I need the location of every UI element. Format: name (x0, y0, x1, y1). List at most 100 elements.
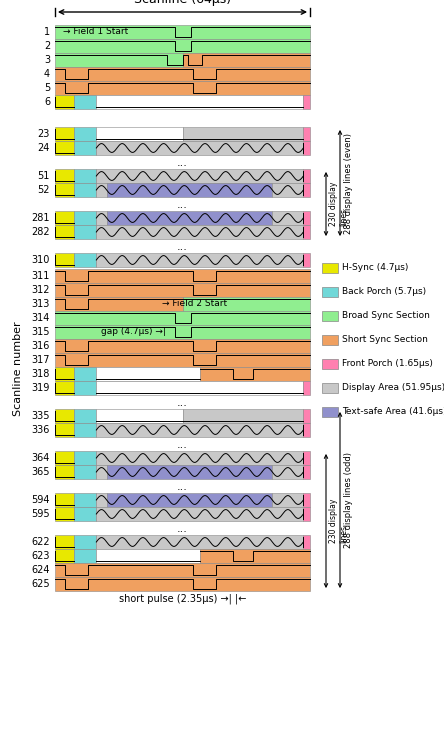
Bar (303, 183, 310, 197)
Bar (55, 67, 310, 81)
Bar (55, 493, 74, 507)
Text: 595: 595 (32, 509, 50, 519)
Text: 52: 52 (37, 185, 50, 195)
Bar (183, 409, 303, 423)
Bar (74, 451, 96, 465)
Bar (55, 297, 182, 311)
Bar (96, 493, 107, 507)
Text: H-Sync (4.7μs): H-Sync (4.7μs) (342, 263, 408, 272)
Text: 364: 364 (32, 453, 50, 463)
Bar (74, 409, 96, 423)
Bar (96, 211, 107, 225)
Text: 6: 6 (44, 97, 50, 107)
Text: 310: 310 (32, 255, 50, 265)
Bar (303, 141, 310, 155)
Bar (96, 451, 303, 465)
Text: 624: 624 (32, 565, 50, 575)
Bar (55, 81, 310, 95)
Text: 311: 311 (32, 271, 50, 281)
Bar (322, 335, 338, 345)
Bar (96, 169, 303, 183)
Text: Scanline number: Scanline number (13, 322, 23, 416)
Bar (55, 269, 310, 283)
Bar (107, 493, 272, 507)
Text: 623: 623 (32, 551, 50, 561)
Bar (303, 465, 310, 479)
Bar (96, 253, 303, 267)
Bar (96, 127, 183, 141)
Bar (96, 95, 303, 109)
Text: 594: 594 (32, 495, 50, 505)
Bar (96, 367, 200, 381)
Text: 1: 1 (44, 27, 50, 37)
Bar (74, 127, 96, 141)
Text: ...: ... (177, 482, 188, 492)
Bar (303, 95, 310, 109)
Text: 336: 336 (32, 425, 50, 435)
Bar (107, 465, 272, 479)
Text: 314: 314 (32, 313, 50, 323)
Text: 316: 316 (32, 341, 50, 351)
Text: 312: 312 (32, 285, 50, 295)
Bar (272, 183, 303, 197)
Text: ...: ... (177, 398, 188, 408)
Bar (74, 225, 96, 239)
Bar (96, 507, 303, 521)
Bar (74, 253, 96, 267)
Text: Text-safe Area (41.6μs): Text-safe Area (41.6μs) (342, 407, 444, 416)
Bar (74, 535, 96, 549)
Text: Display Area (51.95μs): Display Area (51.95μs) (342, 384, 444, 393)
Bar (96, 549, 200, 563)
Bar (303, 409, 310, 423)
Bar (74, 423, 96, 437)
Text: 5: 5 (44, 83, 50, 93)
Bar (272, 493, 303, 507)
Bar (74, 507, 96, 521)
Bar (322, 287, 338, 297)
Bar (74, 95, 96, 109)
Bar (55, 507, 74, 521)
Bar (322, 383, 338, 393)
Text: 318: 318 (32, 369, 50, 379)
Bar (55, 451, 74, 465)
Bar (303, 451, 310, 465)
Text: 365: 365 (32, 467, 50, 477)
Bar (55, 141, 74, 155)
Bar (322, 359, 338, 369)
Bar (96, 409, 183, 423)
Bar (55, 253, 74, 267)
Bar (303, 211, 310, 225)
Text: ...: ... (177, 158, 188, 168)
Bar (55, 311, 310, 325)
Text: → Field 1 Start: → Field 1 Start (63, 27, 128, 36)
Text: → Field 2 Start: → Field 2 Start (162, 300, 227, 308)
Text: 313: 313 (32, 299, 50, 309)
Bar (96, 423, 303, 437)
Text: short pulse (2.35μs) →| |←: short pulse (2.35μs) →| |← (119, 593, 246, 604)
Text: Scanline (64μs): Scanline (64μs) (134, 0, 231, 6)
Bar (55, 563, 310, 577)
Bar (96, 225, 303, 239)
Bar (303, 493, 310, 507)
Bar (55, 211, 74, 225)
Bar (322, 263, 338, 273)
Bar (200, 367, 310, 381)
Text: Back Porch (5.7μs): Back Porch (5.7μs) (342, 288, 426, 297)
Text: 282: 282 (32, 227, 50, 237)
Text: 317: 317 (32, 355, 50, 365)
Bar (303, 535, 310, 549)
Bar (107, 211, 272, 225)
Text: 4: 4 (44, 69, 50, 79)
Bar (55, 423, 74, 437)
Bar (55, 225, 74, 239)
Bar (55, 339, 310, 353)
Text: gap (4.7μs) →|: gap (4.7μs) →| (101, 328, 166, 337)
Bar (74, 381, 96, 395)
Bar (303, 253, 310, 267)
Bar (55, 381, 74, 395)
Text: 625: 625 (32, 579, 50, 589)
Bar (303, 225, 310, 239)
Text: 51: 51 (38, 171, 50, 181)
Bar (55, 183, 74, 197)
Text: 3: 3 (44, 55, 50, 65)
